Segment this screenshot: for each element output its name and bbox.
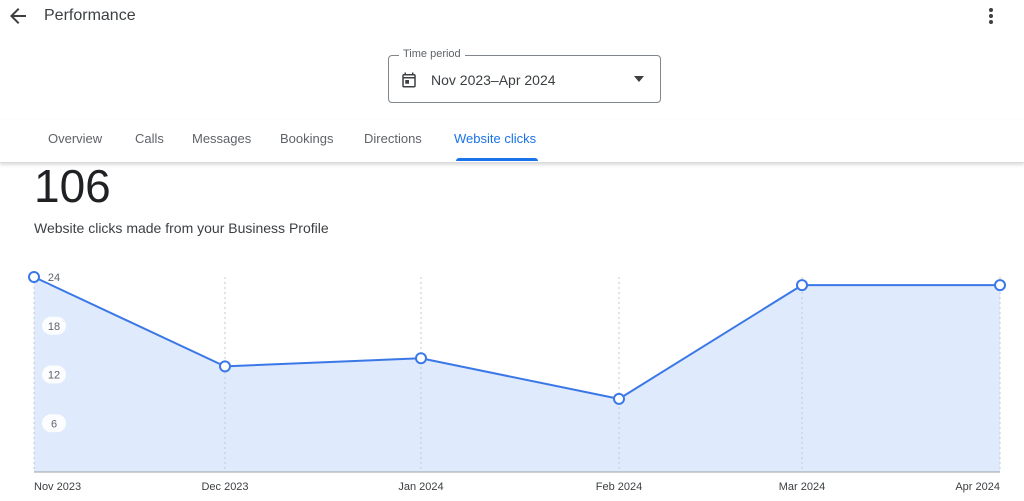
y-tick-label: 18	[48, 321, 60, 333]
x-tick-label: Nov 2023	[34, 481, 81, 493]
data-point-5	[994, 279, 1006, 292]
arrow-back-icon	[10, 8, 26, 24]
top-bar: Performance	[0, 0, 1024, 34]
x-tick-label: Feb 2024	[596, 481, 642, 493]
data-point-4	[796, 279, 808, 292]
tab-website-clicks[interactable]: Website clicks	[454, 131, 537, 146]
x-tick-label: Mar 2024	[779, 481, 825, 493]
back-button[interactable]	[6, 4, 30, 28]
x-tick-label: Apr 2024	[955, 481, 1000, 493]
x-tick-label: Jan 2024	[398, 481, 443, 493]
tab-directions[interactable]: Directions	[364, 131, 422, 146]
time-period-label: Time period	[399, 48, 465, 60]
data-point-3	[613, 392, 625, 405]
y-tick-label: 6	[51, 418, 57, 430]
x-tick-label: Dec 2023	[201, 481, 248, 493]
metric-description: Website clicks made from your Business P…	[34, 220, 329, 236]
more-vert-icon	[989, 8, 993, 24]
page-title: Performance	[44, 7, 136, 24]
time-period-value: Nov 2023–Apr 2024	[431, 72, 556, 88]
y-tick-label: 12	[48, 370, 60, 382]
arrow-drop-down-icon	[634, 76, 644, 82]
y-tick-label: 24	[48, 272, 60, 284]
tab-calls[interactable]: Calls	[135, 131, 164, 146]
y-tick-bg-18	[42, 316, 66, 335]
y-tick-bg-12	[42, 365, 66, 384]
total-website-clicks: 106	[34, 160, 111, 212]
tab-bar: Overview Calls Messages Bookings Directi…	[0, 120, 1024, 163]
more-options-button[interactable]	[980, 4, 1002, 28]
active-tab-indicator	[456, 158, 538, 161]
data-point-2	[415, 352, 427, 365]
website-clicks-chart: 6 12 18 24 Nov 2023 Dec 2023 Jan 2024 Feb 2024 M…	[28, 268, 1006, 493]
data-point-1	[219, 360, 231, 373]
calendar-icon	[402, 72, 416, 88]
data-point-0	[28, 271, 40, 283]
y-tick-bg-24	[42, 268, 66, 286]
tab-bookings[interactable]: Bookings	[280, 131, 334, 146]
chart-area-fill	[34, 277, 1000, 472]
time-period-select[interactable]: Time period Nov 2023–Apr 2024	[388, 48, 661, 103]
series-line	[33, 276, 1000, 400]
tab-overview[interactable]: Overview	[48, 131, 103, 146]
tab-messages[interactable]: Messages	[192, 131, 252, 146]
y-tick-bg-6	[42, 414, 66, 433]
